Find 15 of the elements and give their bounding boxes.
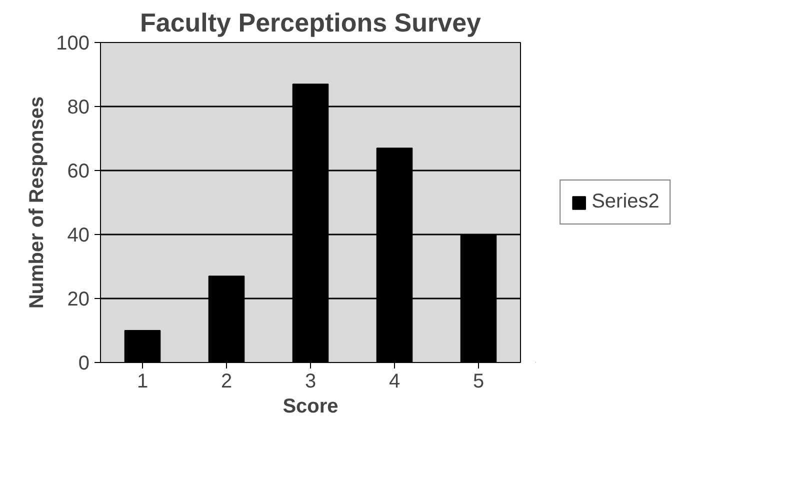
x-axis-title: Score bbox=[282, 396, 338, 418]
y-tick-label: 40 bbox=[67, 224, 90, 246]
y-tick-label: 20 bbox=[67, 288, 90, 310]
x-tick-label: 1 bbox=[136, 370, 148, 392]
x-tick-label: 5 bbox=[472, 370, 484, 392]
chart-title: Faculty Perceptions Survey bbox=[140, 8, 482, 38]
y-tick-label: 0 bbox=[78, 352, 90, 374]
y-tick-label: 100 bbox=[56, 32, 90, 54]
y-tick-label: 60 bbox=[67, 160, 90, 182]
x-tick-label: 3 bbox=[304, 370, 316, 392]
legend-label: Series2 bbox=[592, 190, 660, 214]
x-tick-label: 2 bbox=[220, 370, 232, 392]
x-tick-label: 4 bbox=[388, 370, 400, 392]
y-tick-label: 80 bbox=[67, 96, 90, 118]
y-axis-title: Number of Responses bbox=[26, 96, 48, 309]
